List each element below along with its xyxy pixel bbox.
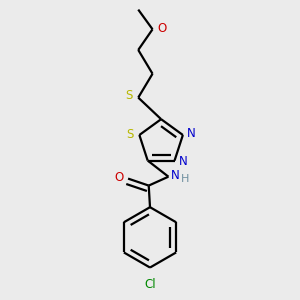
Text: N: N [178,155,187,168]
Text: H: H [181,174,189,184]
Text: O: O [115,172,124,184]
Text: O: O [158,22,167,35]
Text: S: S [126,128,134,142]
Text: N: N [187,127,196,140]
Text: S: S [126,89,133,102]
Text: N: N [171,169,180,182]
Text: Cl: Cl [144,278,156,291]
